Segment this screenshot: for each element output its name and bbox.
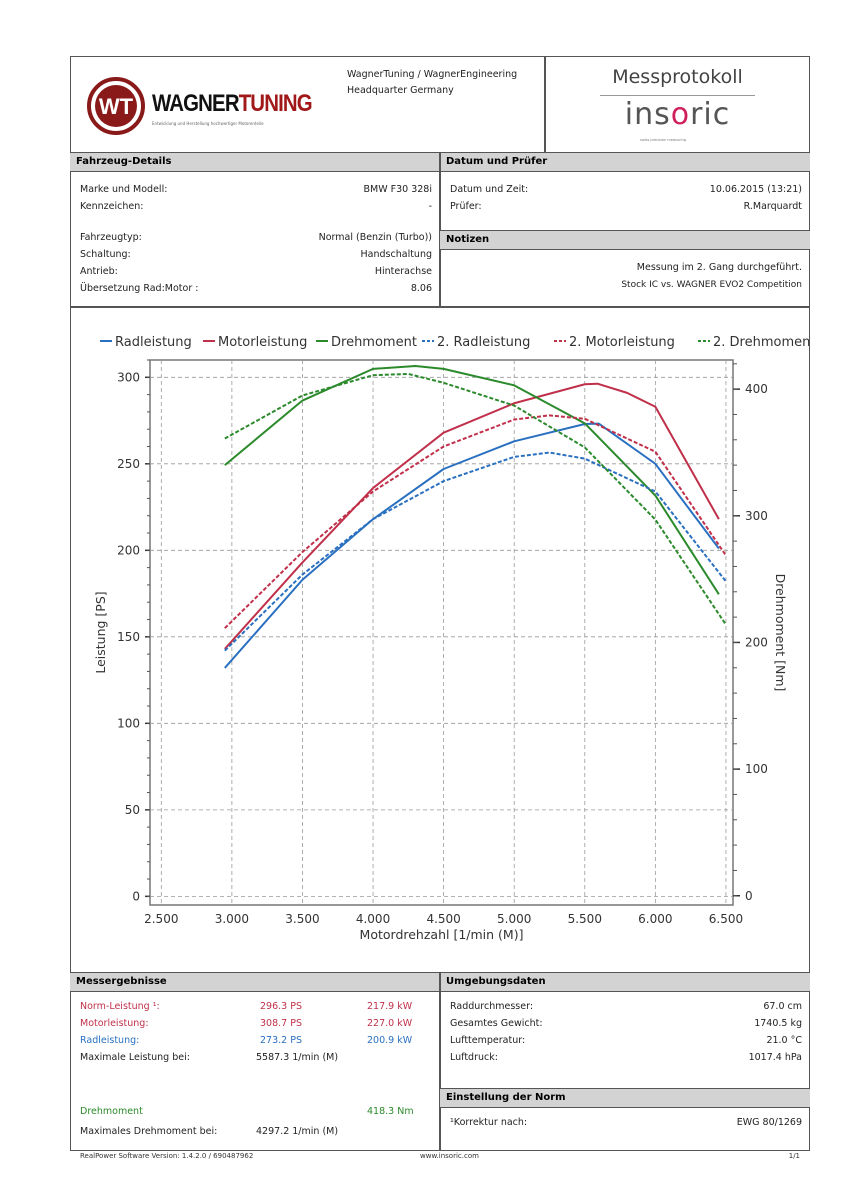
insoric-logo: insoric — [624, 97, 731, 132]
x-tick-label: 6.000 — [638, 912, 672, 926]
wheel-power-label: Radleistung: — [80, 1035, 140, 1046]
y2-tick-label: 100 — [745, 762, 768, 776]
norm-power-kw: 217.9 kW — [367, 1001, 413, 1012]
max-torque-rpm: 4297.2 1/min (M) — [256, 1126, 339, 1137]
results-section-title: Messergebnisse — [70, 972, 440, 992]
series-line-radleistung — [224, 422, 720, 669]
environment-field-value: 1017.4 hPa — [748, 1052, 802, 1063]
date-label: Datum und Zeit: — [450, 184, 529, 195]
company-line-1: WagnerTuning / WagnerEngineering — [347, 69, 518, 80]
series-line-motorleistung — [224, 382, 720, 650]
notes-line-1: Messung im 2. Gang durchgeführt. — [636, 262, 802, 273]
x-tick-label: 4.500 — [426, 912, 460, 926]
y-tick-label: 200 — [117, 543, 140, 557]
x-axis-label: Motordrehzahl [1/min (M)] — [360, 927, 524, 942]
vehicle-section-title: Fahrzeug-Details — [70, 152, 440, 172]
environment-field-label: Gesamtes Gewicht: — [450, 1018, 543, 1029]
examiner-label: Prüfer: — [450, 201, 482, 212]
torque-value: 418.3 Nm — [367, 1106, 414, 1117]
engine-power-ps: 308.7 PS — [260, 1018, 302, 1029]
torque-label: Drehmoment — [80, 1106, 143, 1117]
series-line-2-drehmoment — [224, 372, 727, 626]
environment-field-label: Luftdruck: — [450, 1052, 498, 1063]
y-tick-label: 0 — [132, 889, 140, 903]
website-link[interactable]: www.insoric.com — [420, 1152, 479, 1160]
wagner-logo-emblem-icon: WT — [87, 77, 145, 135]
notes-section-title: Notizen — [440, 230, 810, 250]
vehicle-field-value: Normal (Benzin (Turbo)) — [318, 232, 432, 243]
vehicle-field-value: - — [428, 201, 432, 212]
vehicle-field-label: Übersetzung Rad:Motor : — [80, 283, 199, 294]
environment-field-label: Lufttemperatur: — [450, 1035, 526, 1046]
max-power-label: Maximale Leistung bei: — [80, 1052, 190, 1063]
plot-area — [149, 359, 734, 906]
y-tick-label: 100 — [117, 716, 140, 730]
x-tick-label: 4.000 — [356, 912, 390, 926]
date-section-title: Datum und Prüfer — [440, 152, 810, 172]
vehicle-field-value: BMW F30 328i — [363, 184, 432, 195]
software-version: RealPower Software Version: 1.4.2.0 / 69… — [80, 1152, 254, 1160]
engine-power-label: Motorleistung: — [80, 1018, 149, 1029]
vehicle-field-label: Fahrzeugtyp: — [80, 232, 142, 243]
legend-label: 2. Drehmoment — [713, 335, 810, 350]
norm-correction-label: ¹Korrektur nach: — [450, 1117, 528, 1128]
legend-label: 2. Motorleistung — [569, 335, 675, 350]
norm-power-ps: 296.3 PS — [260, 1001, 302, 1012]
legend-label: Radleistung — [115, 335, 192, 350]
legend-label: Drehmoment — [331, 335, 417, 350]
wheel-power-ps: 273.2 PS — [260, 1035, 302, 1046]
series-line-2-motorleistung — [224, 414, 727, 629]
vehicle-field-label: Kennzeichen: — [80, 201, 144, 212]
y2-tick-label: 0 — [745, 889, 753, 903]
y-tick-label: 250 — [117, 457, 140, 471]
page-number: 1/1 — [788, 1152, 800, 1160]
y2-tick-label: 300 — [745, 509, 768, 523]
y-tick-label: 50 — [125, 803, 140, 817]
legend-label: 2. Radleistung — [437, 335, 530, 350]
report-frame — [70, 56, 810, 1151]
x-tick-label: 6.500 — [709, 912, 743, 926]
x-tick-label: 5.000 — [497, 912, 531, 926]
engine-power-kw: 227.0 kW — [367, 1018, 413, 1029]
norm-power-label: Norm-Leistung ¹: — [80, 1001, 160, 1012]
wheel-power-kw: 200.9 kW — [367, 1035, 413, 1046]
environment-field-value: 67.0 cm — [763, 1001, 802, 1012]
vehicle-field-label: Antrieb: — [80, 266, 118, 277]
x-tick-label: 3.500 — [285, 912, 319, 926]
company-line-2: Headquarter Germany — [347, 85, 454, 96]
series-line-drehmoment — [224, 364, 720, 595]
vehicle-field-value: Hinterachse — [374, 266, 432, 277]
y2-tick-label: 200 — [745, 635, 768, 649]
environment-field-value: 21.0 °C — [766, 1035, 802, 1046]
environment-field-label: Raddurchmesser: — [450, 1001, 534, 1012]
norm-section-title: Einstellung der Norm — [440, 1088, 810, 1108]
svg-text:WT: WT — [99, 94, 134, 119]
max-torque-label: Maximales Drehmoment bei: — [80, 1126, 218, 1137]
y-axis-label: Leistung [PS] — [93, 591, 108, 673]
doc-title: Messprotokoll — [612, 66, 743, 88]
examiner-value: R.Marquardt — [743, 201, 802, 212]
vehicle-field-value: 8.06 — [410, 283, 432, 294]
date-value: 10.06.2015 (13:21) — [709, 184, 802, 195]
power-torque-chart: 2.500 3.000 3.500 4.000 4.500 5.000 5.500 6.000… — [93, 335, 810, 942]
y2-axis-label: Drehmoment [Nm] — [773, 574, 788, 692]
x-tick-label: 5.500 — [568, 912, 602, 926]
vehicle-field-label: Marke und Modell: — [80, 184, 168, 195]
wagner-logo: WT WAGNERTUNING Entwicklung und Herstell… — [86, 76, 336, 136]
notes-line-2: Stock IC vs. WAGNER EVO2 Competition — [621, 280, 802, 290]
max-power-rpm: 5587.3 1/min (M) — [256, 1052, 339, 1063]
environment-section-title: Umgebungsdaten — [440, 972, 810, 992]
y-tick-label: 300 — [117, 370, 140, 384]
y2-tick-label: 400 — [745, 382, 768, 396]
y-tick-label: 150 — [117, 630, 140, 644]
legend-label: Motorleistung — [218, 335, 307, 350]
environment-field-value: 1740.5 kg — [754, 1018, 802, 1029]
series-line-2-radleistung — [224, 451, 727, 652]
vehicle-field-value: Handschaltung — [360, 249, 432, 260]
vehicle-field-label: Schaltung: — [80, 249, 131, 260]
x-tick-label: 3.000 — [215, 912, 249, 926]
x-tick-label: 2.500 — [144, 912, 178, 926]
norm-correction-value: EWG 80/1269 — [736, 1117, 802, 1128]
